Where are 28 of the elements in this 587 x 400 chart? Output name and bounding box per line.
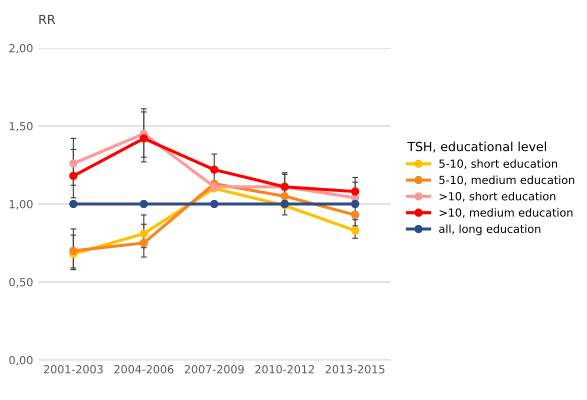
point — [140, 229, 148, 238]
point — [210, 166, 218, 174]
point — [69, 200, 78, 208]
legend-label: 5-10, medium education — [439, 176, 574, 186]
x-tick-label: 2001-2003 — [44, 365, 103, 374]
point — [69, 172, 78, 180]
y-tick-label: 1,50 — [10, 122, 33, 132]
point — [210, 200, 218, 208]
legend-label: >10, short education — [440, 192, 556, 202]
x-tick-label: 2013-2015 — [326, 365, 384, 374]
x-tick-label: 2004-2006 — [114, 365, 174, 374]
legend-label: all, long education — [439, 224, 540, 236]
point — [350, 200, 360, 208]
y-tick-label: 1,00 — [10, 200, 33, 210]
y-axis-title: RR — [39, 14, 56, 24]
y-tick-label: 2,00 — [9, 44, 33, 54]
point — [140, 134, 148, 143]
point — [350, 187, 360, 196]
x-tick-label: 2007-2009 — [184, 365, 244, 374]
legend-label: 5-10, short education — [439, 159, 558, 169]
y-tick-label: 0,50 — [9, 278, 33, 288]
point — [69, 159, 78, 168]
point — [140, 200, 148, 208]
legend-title: TSH, educational level — [407, 142, 546, 153]
point — [69, 246, 78, 255]
x-tick-label: 2010-2012 — [255, 365, 314, 374]
y-tick-label: 0,00 — [9, 356, 33, 366]
legend-label: >10, medium education — [440, 208, 572, 218]
